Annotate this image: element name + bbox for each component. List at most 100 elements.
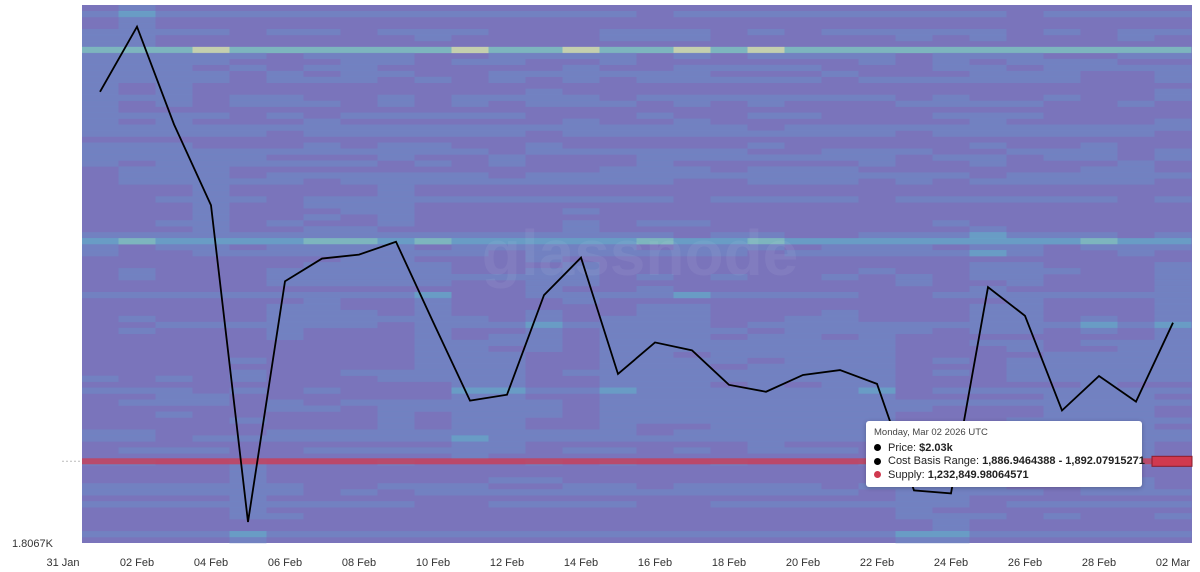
heatmap-cell [414,28,452,36]
heatmap-cell [747,94,785,101]
heatmap-cell [673,154,711,161]
heatmap-cell [118,166,156,173]
heatmap-cell [784,483,822,490]
heatmap-cell [1043,70,1081,78]
heatmap-cell [1080,381,1118,388]
heatmap-cell [784,154,822,161]
heatmap-cell [525,70,563,78]
heatmap-cell [969,321,1007,329]
heatmap-cell [377,256,415,263]
heatmap-cell [414,333,452,341]
heatmap-cell [266,124,304,131]
heatmap-cell [451,244,489,251]
heatmap-cell [1154,351,1192,358]
heatmap-cell [1080,363,1118,370]
heatmap-cell [784,345,822,353]
heatmap-cell [266,435,304,442]
heatmap-cell [1154,70,1192,78]
heatmap-cell [784,369,822,376]
heatmap-cell [192,52,230,60]
heatmap-cell [82,483,119,490]
heatmap-cell [821,435,859,442]
heatmap-cell [118,52,156,60]
heatmap-cell [858,405,896,412]
heatmap-cell [414,196,452,203]
heatmap-cell [562,70,600,78]
heatmap-cell [414,238,452,245]
highlight-band-bar [82,458,1192,465]
tooltip-price-row: Price: $2.03k [874,441,1134,455]
heatmap-cell [932,52,970,60]
heatmap-cell [1006,339,1044,347]
heatmap-cell [82,154,119,161]
heatmap-cell [599,531,637,538]
heatmap-cell [636,393,674,400]
heatmap-cell [525,399,563,406]
heatmap-cell [821,339,859,347]
heatmap-cell [488,375,526,382]
heatmap-cell [858,58,896,66]
heatmap-cell [821,363,859,370]
heatmap-cell [969,76,1007,84]
heatmap-cell [266,321,304,329]
heatmap-cell [1154,333,1192,341]
heatmap-cell [821,172,859,179]
heatmap-cell [1080,357,1118,364]
heatmap-cell [82,40,119,48]
heatmap-cell [303,64,341,72]
heatmap-cell [821,447,859,454]
heatmap-cell [1006,321,1044,329]
heatmap-cell [673,64,711,72]
heatmap-cell [525,501,563,508]
heatmap-cell [599,411,637,418]
heatmap-cell [1006,357,1044,364]
heatmap-cell [340,196,378,203]
heatmap-cell [747,244,785,251]
heatmap-cell [1043,124,1081,131]
heatmap-cell [303,100,341,107]
heatmap-cell [82,429,119,436]
heatmap-cell [821,52,859,60]
supply-label: Supply: [888,468,925,481]
heatmap-cell [932,172,970,179]
heatmap-cell [932,28,970,36]
heatmap-cell [118,291,156,299]
heatmap-cell [488,447,526,454]
heatmap-cell [1006,76,1044,84]
heatmap-cell [747,46,785,54]
heatmap-cell [377,112,415,119]
heatmap-cell [377,28,415,36]
heatmap-cell [858,250,896,257]
heatmap-cell [155,52,193,60]
heatmap-cell [303,238,341,245]
heatmap-cell [895,124,933,131]
heatmap-cell [192,58,230,66]
heatmap-cell [82,52,119,60]
heatmap-cell [562,435,600,442]
heatmap-cell [488,124,526,131]
heatmap-cell [525,10,563,18]
x-tick-label: 16 Feb [638,557,672,569]
x-tick-label: 20 Feb [786,557,820,569]
heatmap-cell [747,429,785,436]
heatmap-cell [266,94,304,101]
heatmap-cell [1006,387,1044,394]
heatmap-cell [451,351,489,358]
heatmap-cell [1154,154,1192,161]
heatmap-cell [1080,393,1118,400]
heatmap-cell [858,238,896,245]
heatmap-cell [636,369,674,376]
heatmap-cell [747,447,785,454]
heatmap-cell [1080,178,1118,185]
heatmap-cell [784,447,822,454]
heatmap-cell [1154,28,1192,36]
heatmap-cell [192,435,230,442]
heatmap-cell [229,238,267,245]
heatmap-cell [821,531,859,538]
heatmap-cell [118,172,156,179]
heatmap-cell [1117,238,1155,245]
heatmap-cell [451,405,489,412]
heatmap-cell [118,268,156,275]
heatmap-cell [747,489,785,496]
